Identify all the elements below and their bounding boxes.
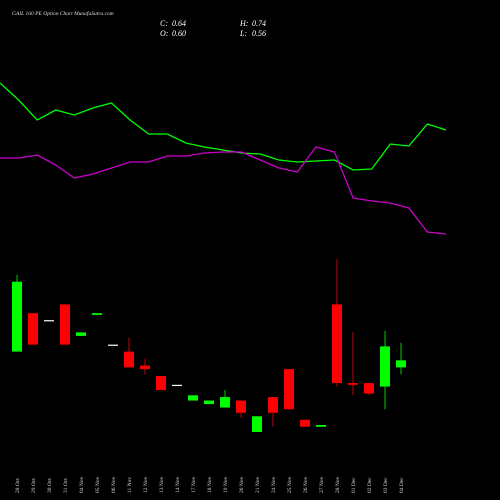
candle-body — [204, 400, 214, 405]
candle-body — [156, 376, 166, 391]
ohlc-label: C: — [160, 19, 168, 28]
x-tick-label: 04 Nov — [79, 476, 85, 493]
candle-body — [60, 304, 70, 345]
x-tick-label: 18 Nov — [207, 476, 213, 493]
candle-body — [364, 383, 374, 394]
x-tick-label: 01 Dec — [351, 477, 357, 493]
x-tick-label: 11 Nov — [127, 477, 133, 493]
x-tick-label: 28 Oct — [15, 478, 21, 493]
indicator-line — [0, 146, 447, 235]
x-tick-label: 25 Nov — [287, 476, 293, 493]
x-tick-label: 12 Nov — [143, 476, 149, 493]
x-tick-label: 19 Nov — [223, 476, 229, 493]
x-tick-label: 17 Nov — [191, 476, 197, 493]
candle-body — [316, 425, 326, 427]
x-tick-label: 28 Nov — [335, 476, 341, 493]
x-tick-label: 02 Dec — [367, 477, 373, 493]
candle-body — [44, 320, 54, 322]
x-tick-label: 29 Oct — [31, 478, 37, 493]
candle-body — [252, 416, 262, 432]
candle-body — [220, 397, 230, 408]
candle-body — [284, 369, 294, 410]
candle-body — [268, 397, 278, 413]
ohlc-value: 0.60 — [172, 29, 186, 38]
ohlc-label: L: — [239, 29, 247, 38]
x-tick-label: 14 Nov — [175, 476, 181, 493]
candle-body — [92, 313, 102, 315]
candle-body — [396, 360, 406, 368]
candle-body — [76, 332, 86, 336]
x-tick-label: 24 Nov — [271, 476, 277, 493]
ohlc-value: 0.74 — [252, 19, 266, 28]
ohlc-label: H: — [239, 19, 249, 28]
x-tick-label: 20 Nov — [239, 476, 245, 493]
x-tick-label: 21 Nov — [255, 476, 261, 493]
x-tick-label: 31 Oct — [63, 478, 69, 493]
x-tick-label: 13 Nov — [159, 476, 165, 493]
x-tick-label: 05 Nov — [95, 476, 101, 493]
candle-body — [172, 384, 182, 387]
x-tick-label: 26 Nov — [303, 476, 309, 493]
x-tick-label: 27 Nov — [319, 476, 325, 493]
candle-body — [300, 419, 310, 427]
chart-title: GAIL 160 PE Option Chart MunafaSutra.com — [12, 10, 114, 17]
x-tick-label: 04 Dec — [399, 477, 405, 493]
ohlc-value: 0.64 — [172, 19, 186, 28]
x-tick-label: 30 Oct — [47, 478, 53, 493]
candle-body — [124, 351, 134, 368]
candle-body — [28, 313, 38, 345]
candle-body — [332, 304, 342, 384]
candle-body — [140, 365, 150, 370]
ohlc-label: O: — [160, 29, 169, 38]
candle-body — [380, 346, 390, 387]
candle-body — [12, 281, 22, 352]
candle-body — [188, 395, 198, 401]
candle-body — [236, 400, 246, 413]
indicator-line — [0, 82, 447, 171]
x-tick-label: 06 Nov — [111, 476, 117, 493]
candle-body — [348, 383, 358, 385]
ohlc-value: 0.56 — [252, 29, 266, 38]
candle-body — [108, 344, 118, 346]
x-tick-label: 03 Dec — [383, 477, 389, 493]
